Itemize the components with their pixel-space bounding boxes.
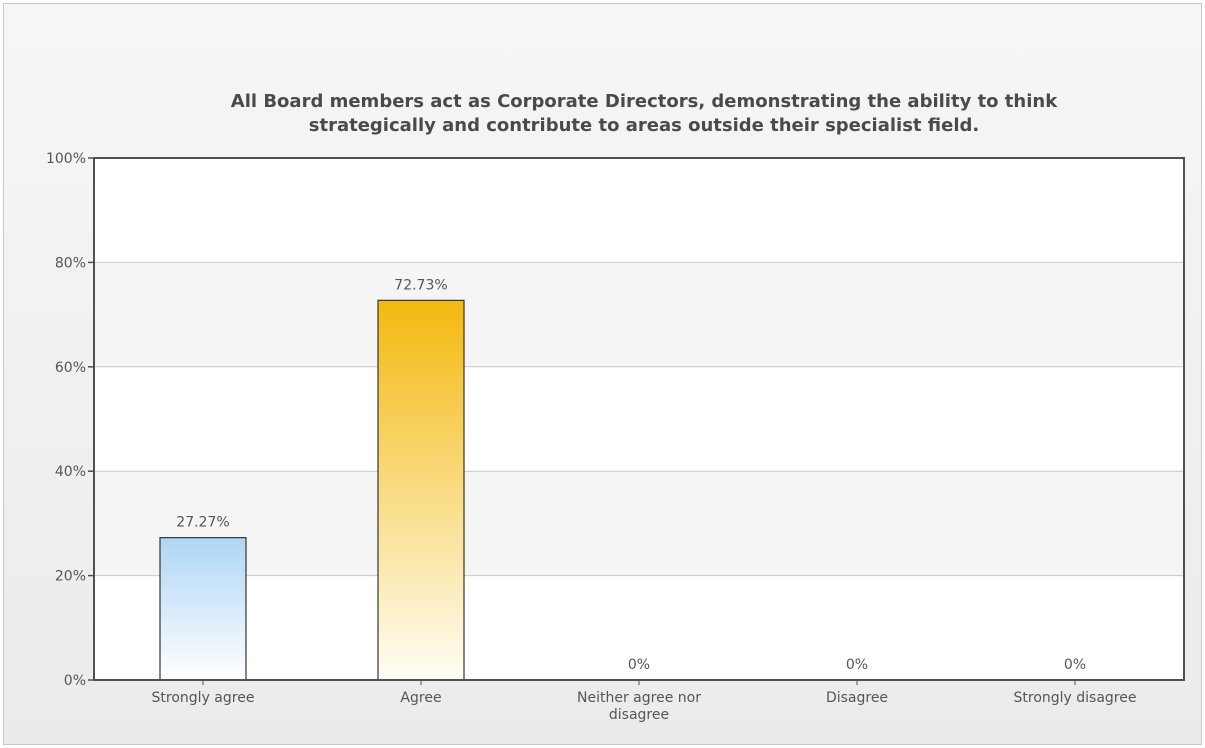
- y-tick-label: 80%: [55, 255, 86, 271]
- x-tick-label: Strongly disagree: [1014, 690, 1137, 706]
- y-tick-label: 20%: [55, 569, 86, 585]
- value-label: 27.27%: [176, 515, 229, 531]
- value-label: 0%: [846, 657, 868, 673]
- plot-border: [93, 157, 1185, 681]
- plot-area: [94, 158, 1184, 680]
- grid-lines: [94, 261, 1184, 577]
- x-tick-label: Agree: [400, 690, 441, 706]
- bars: [159, 299, 465, 681]
- plot-band-60-80: [94, 262, 1184, 367]
- bar-chart: All Board members act as Corporate Direc…: [46, 91, 1185, 723]
- plot-band-20-40: [94, 471, 1184, 576]
- y-tick-label: 60%: [55, 360, 86, 376]
- value-label: 0%: [628, 657, 650, 673]
- x-tick-label: Neither agree nor: [577, 690, 701, 706]
- value-label: 72.73%: [394, 277, 447, 293]
- chart-subtitle: strategically and contribute to areas ou…: [309, 115, 979, 136]
- y-axis-ticks: 0% 20% 40% 60% 80% 100%: [46, 151, 94, 689]
- chart-frame: All Board members act as Corporate Direc…: [3, 3, 1202, 745]
- bar-agree: [377, 299, 465, 681]
- bar-strongly-agree: [159, 537, 247, 681]
- x-axis-labels: Strongly agree Agree Neither agree nordisa…: [152, 680, 1137, 723]
- value-label: 0%: [1064, 657, 1086, 673]
- chart-title: All Board members act as Corporate Direc…: [231, 91, 1058, 112]
- x-tick-label: Strongly agree: [152, 690, 255, 706]
- y-tick-label: 40%: [55, 464, 86, 480]
- x-tick-label: Disagree: [826, 690, 888, 706]
- value-labels: 27.27% 72.73% 0% 0% 0%: [176, 277, 1086, 673]
- y-tick-label: 100%: [46, 151, 86, 167]
- x-tick-label: disagree: [609, 707, 669, 723]
- y-tick-label: 0%: [64, 673, 86, 689]
